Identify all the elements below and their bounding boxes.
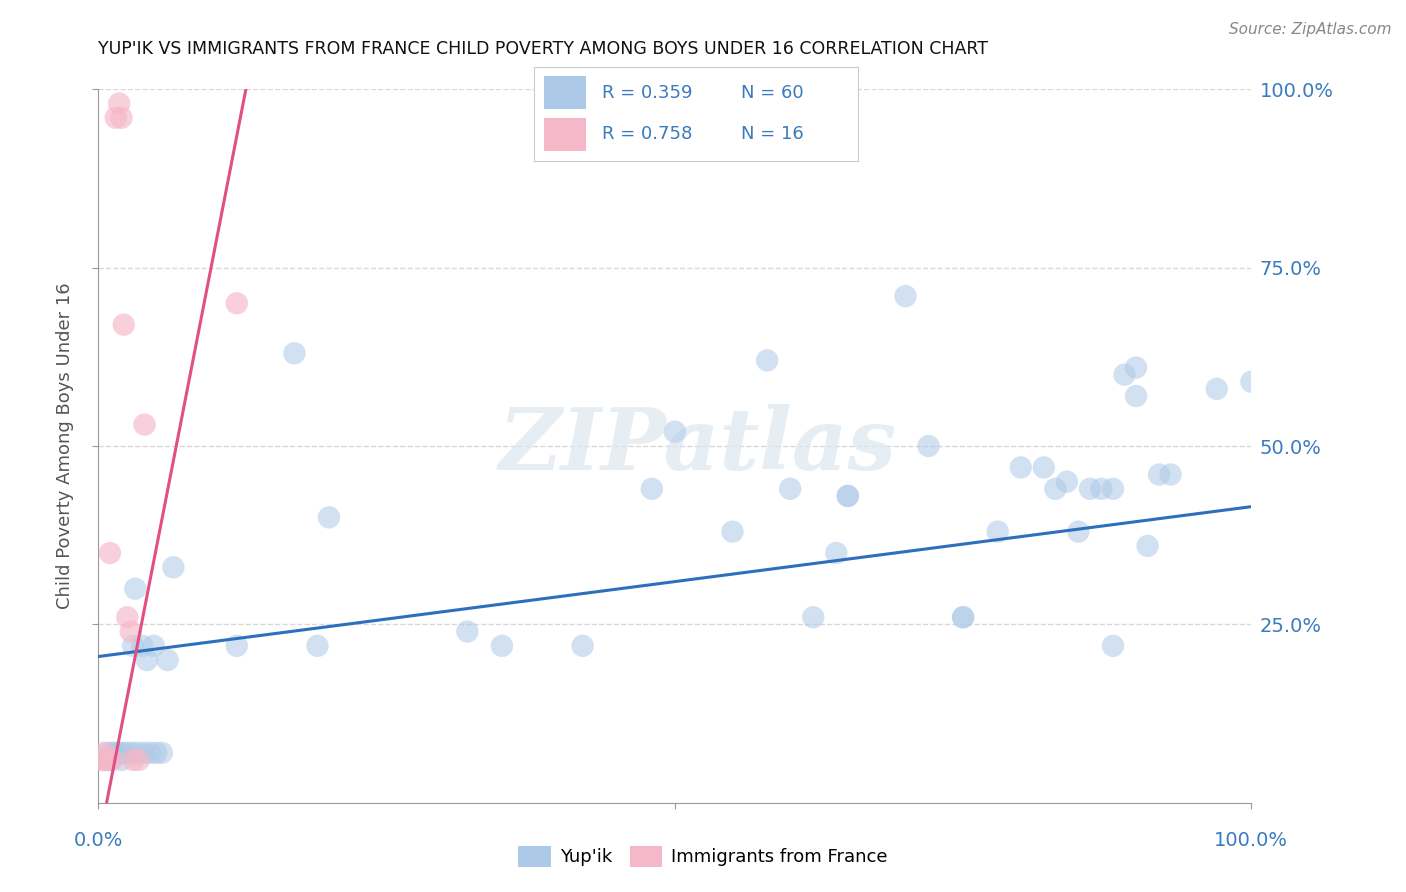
- Point: [117, 610, 139, 624]
- Point: [122, 639, 145, 653]
- Point: [1102, 639, 1125, 653]
- Point: [721, 524, 744, 539]
- Point: [110, 753, 132, 767]
- Text: ZIPatlas: ZIPatlas: [499, 404, 897, 488]
- Point: [98, 753, 121, 767]
- Point: [145, 746, 167, 760]
- Point: [134, 746, 156, 760]
- Point: [120, 624, 142, 639]
- Point: [1136, 539, 1159, 553]
- Point: [104, 111, 127, 125]
- Point: [112, 746, 135, 760]
- Point: [641, 482, 664, 496]
- Point: [987, 524, 1010, 539]
- Point: [1045, 482, 1067, 496]
- Point: [142, 639, 165, 653]
- Point: [112, 318, 135, 332]
- Point: [1125, 389, 1147, 403]
- Point: [90, 753, 112, 767]
- Point: [837, 489, 859, 503]
- Point: [97, 753, 120, 767]
- Point: [124, 582, 146, 596]
- Point: [1010, 460, 1032, 475]
- Point: [131, 639, 153, 653]
- Point: [664, 425, 686, 439]
- Point: [491, 639, 513, 653]
- Point: [162, 560, 184, 574]
- Point: [1160, 467, 1182, 482]
- Point: [1067, 524, 1090, 539]
- Point: [104, 746, 127, 760]
- Point: [150, 746, 173, 760]
- Point: [117, 746, 139, 760]
- Point: [225, 639, 247, 653]
- Point: [101, 753, 124, 767]
- Point: [1078, 482, 1101, 496]
- Point: [93, 753, 115, 767]
- Point: [801, 610, 824, 624]
- Point: [1125, 360, 1147, 375]
- Point: [128, 753, 150, 767]
- Point: [917, 439, 939, 453]
- Text: 100.0%: 100.0%: [1215, 831, 1288, 850]
- Text: YUP'IK VS IMMIGRANTS FROM FRANCE CHILD POVERTY AMONG BOYS UNDER 16 CORRELATION C: YUP'IK VS IMMIGRANTS FROM FRANCE CHILD P…: [98, 40, 988, 58]
- Text: N = 60: N = 60: [741, 84, 804, 102]
- Point: [952, 610, 974, 624]
- Legend: Yup'ik, Immigrants from France: Yup'ik, Immigrants from France: [510, 838, 896, 874]
- Point: [128, 746, 150, 760]
- Point: [1102, 482, 1125, 496]
- Point: [156, 653, 179, 667]
- Point: [135, 653, 157, 667]
- Point: [1056, 475, 1078, 489]
- Text: Source: ZipAtlas.com: Source: ZipAtlas.com: [1229, 22, 1392, 37]
- Point: [93, 746, 115, 760]
- Point: [1205, 382, 1227, 396]
- Point: [97, 746, 120, 760]
- Point: [1147, 467, 1170, 482]
- Point: [837, 489, 859, 503]
- Point: [122, 746, 145, 760]
- Point: [894, 289, 917, 303]
- Point: [571, 639, 593, 653]
- Point: [122, 753, 145, 767]
- Point: [825, 546, 848, 560]
- Bar: [544, 119, 586, 152]
- Point: [101, 746, 124, 760]
- Point: [225, 296, 247, 310]
- Point: [1090, 482, 1112, 496]
- Point: [779, 482, 801, 496]
- Point: [307, 639, 329, 653]
- Point: [1240, 375, 1263, 389]
- Point: [98, 546, 121, 560]
- Text: R = 0.359: R = 0.359: [602, 84, 693, 102]
- Point: [108, 96, 131, 111]
- Point: [456, 624, 478, 639]
- Text: 0.0%: 0.0%: [73, 831, 124, 850]
- Point: [108, 746, 131, 760]
- Point: [134, 417, 156, 432]
- Text: N = 16: N = 16: [741, 126, 804, 144]
- Y-axis label: Child Poverty Among Boys Under 16: Child Poverty Among Boys Under 16: [56, 283, 75, 609]
- Point: [139, 746, 162, 760]
- Point: [96, 753, 118, 767]
- Text: R = 0.758: R = 0.758: [602, 126, 693, 144]
- Point: [1114, 368, 1136, 382]
- Point: [283, 346, 305, 360]
- Point: [756, 353, 779, 368]
- Point: [1032, 460, 1054, 475]
- Point: [110, 111, 132, 125]
- Point: [952, 610, 974, 624]
- Bar: [544, 77, 586, 109]
- Point: [318, 510, 340, 524]
